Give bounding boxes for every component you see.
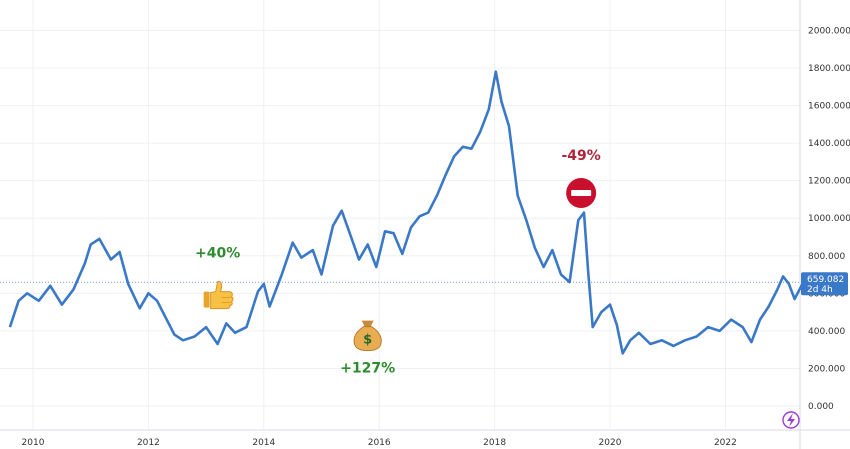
- x-tick-label: 2016: [368, 438, 391, 448]
- y-tick-label: 400.000: [808, 327, 845, 337]
- y-tick-label: 2000.000: [808, 26, 850, 36]
- y-axis: 0.000200.000400.000600.000800.0001000.00…: [808, 26, 850, 412]
- no-entry-annotation: -49%: [561, 148, 601, 208]
- x-tick-label: 2022: [714, 438, 737, 448]
- money-bag-annotation: +127% $: [340, 320, 395, 377]
- x-tick-label: 2012: [137, 438, 160, 448]
- y-tick-label: 1800.000: [808, 64, 850, 74]
- annotations-layer: +40% +127% $ -49%: [195, 148, 601, 377]
- price-tag-box: [801, 272, 848, 296]
- money-bag-icon: $: [353, 320, 382, 352]
- x-axis: 2010 2012 2014 2016 2018 2020 2022: [22, 438, 737, 448]
- y-tick-label: 1000.000: [808, 214, 850, 224]
- y-tick-label: 1200.000: [808, 177, 850, 187]
- x-tick-label: 2018: [483, 438, 506, 448]
- y-tick-label: 200.000: [808, 364, 845, 374]
- thumbs-up-icon: [203, 280, 234, 310]
- lightning-icon[interactable]: [782, 411, 800, 429]
- annotation-label: -49%: [561, 148, 600, 164]
- thumbs-up-annotation: +40%: [195, 246, 240, 310]
- y-tick-label: 800.000: [808, 252, 845, 262]
- last-price-value: 659.082: [807, 275, 844, 285]
- x-tick-label: 2020: [599, 438, 622, 448]
- x-tick-label: 2010: [22, 438, 45, 448]
- annotation-label: +127%: [340, 361, 395, 377]
- y-tick-label: 0.000: [808, 402, 834, 412]
- no-entry-icon: [566, 177, 597, 208]
- svg-text:$: $: [363, 333, 372, 348]
- x-tick-label: 2014: [252, 438, 275, 448]
- last-price-countdown: 2d 4h: [807, 285, 833, 295]
- annotation-label: +40%: [195, 246, 240, 262]
- y-tick-label: 1400.000: [808, 139, 850, 149]
- series-layer: [8, 70, 805, 355]
- price-series-line: [8, 70, 805, 355]
- y-tick-label: 1600.000: [808, 102, 850, 112]
